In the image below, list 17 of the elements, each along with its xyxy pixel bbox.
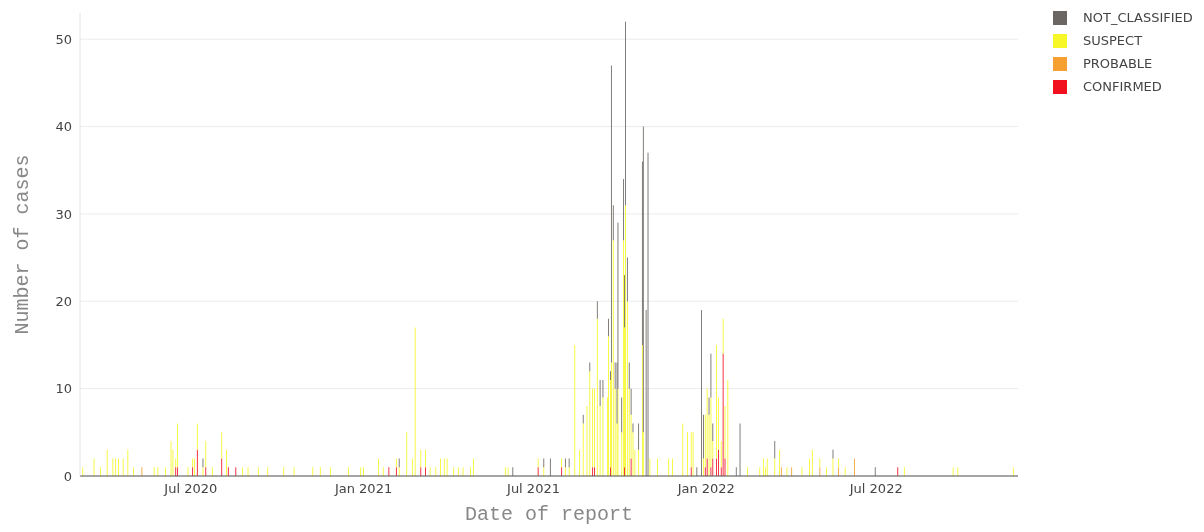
y-tick-label: 20 — [55, 293, 72, 309]
y-tick-label: 30 — [55, 206, 72, 222]
y-tick-label: 10 — [55, 381, 72, 397]
legend-label: NOT_CLASSIFIED — [1083, 10, 1193, 25]
legend-label: PROBABLE — [1083, 56, 1153, 71]
x-tick-label: Jul 2020 — [163, 481, 218, 497]
legend-label: CONFIRMED — [1083, 79, 1162, 94]
y-axis-title: Number of cases — [10, 154, 34, 335]
x-tick-label: Jul 2021 — [506, 481, 560, 497]
x-tick-label: Jul 2022 — [848, 481, 903, 497]
y-tick-label: 40 — [55, 119, 72, 135]
x-axis-title: Date of report — [464, 503, 634, 526]
y-tick-label: 0 — [63, 468, 72, 484]
x-tick-label: Jan 2022 — [676, 481, 735, 497]
legend-label: SUSPECT — [1083, 33, 1143, 48]
x-tick-label: Jan 2021 — [333, 481, 393, 497]
y-tick-label: 50 — [55, 31, 72, 47]
